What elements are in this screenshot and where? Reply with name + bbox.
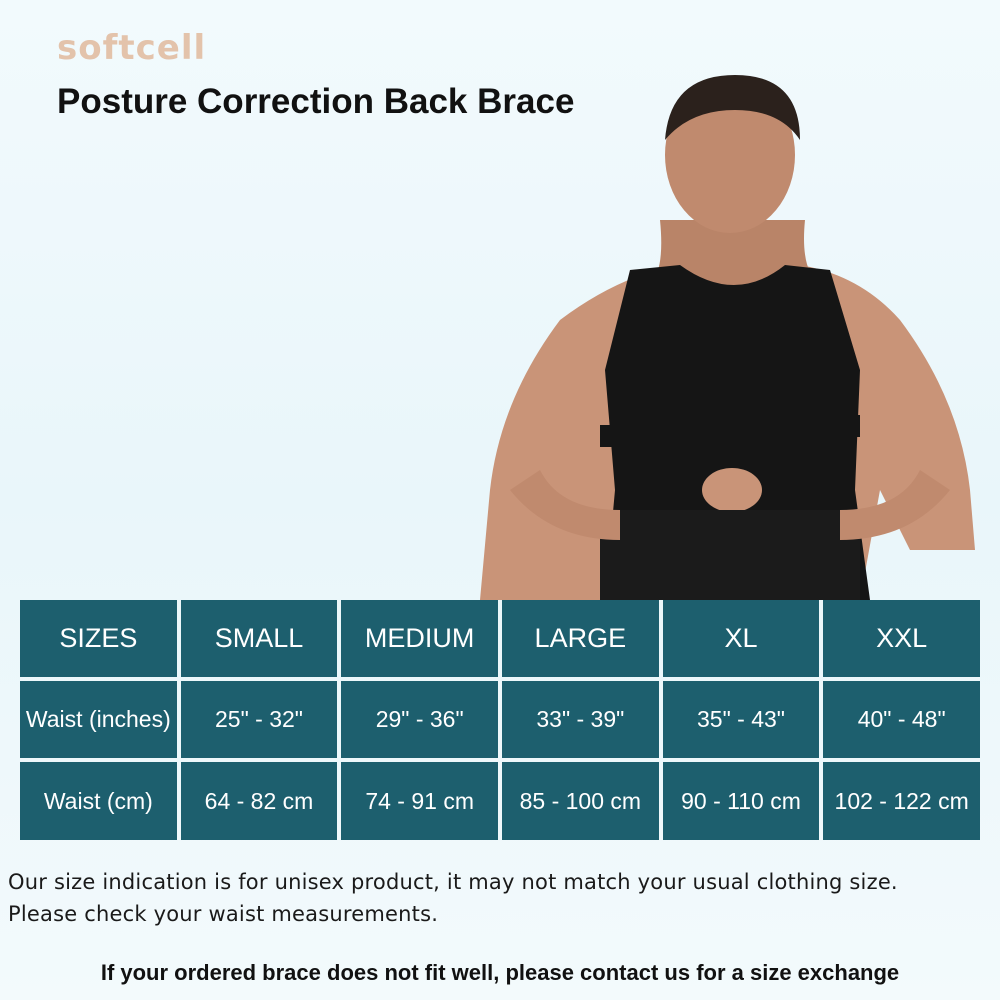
size-note: Our size indication is for unisex produc…: [8, 866, 898, 930]
header-small: SMALL: [180, 600, 338, 677]
page-title: Posture Correction Back Brace: [57, 82, 575, 121]
note-line: Our size indication is for unisex produc…: [8, 870, 898, 894]
table-cell: 74 - 91 cm: [341, 762, 498, 840]
table-cell: 29" - 36": [341, 681, 498, 758]
table-cell: 25" - 32": [180, 681, 338, 758]
header-xl: XL: [662, 600, 820, 677]
table-cell: 85 - 100 cm: [502, 762, 659, 840]
table-cell: 33" - 39": [502, 681, 659, 758]
table-cell: 35" - 43": [662, 681, 820, 758]
header-xxl: XXL: [823, 600, 980, 677]
model-figure: [480, 75, 975, 600]
table-cell: 102 - 122 cm: [823, 762, 980, 840]
exchange-notice: If your ordered brace does not fit well,…: [100, 960, 900, 985]
table-cell: 64 - 82 cm: [180, 762, 338, 840]
table-cell: 90 - 110 cm: [662, 762, 820, 840]
header-sizes: SIZES: [20, 600, 177, 677]
note-line: Please check your waist measurements.: [8, 902, 439, 926]
product-photo: [480, 75, 975, 600]
header-medium: MEDIUM: [341, 600, 498, 677]
table-cell: 40" - 48": [823, 681, 980, 758]
size-chart-table: SIZES SMALL MEDIUM LARGE XL XXL Waist (i…: [20, 600, 980, 840]
row-label-inches: Waist (inches): [20, 681, 177, 758]
header-large: LARGE: [502, 600, 659, 677]
row-label-cm: Waist (cm): [20, 762, 177, 840]
brand-logo: softcell: [57, 28, 207, 68]
